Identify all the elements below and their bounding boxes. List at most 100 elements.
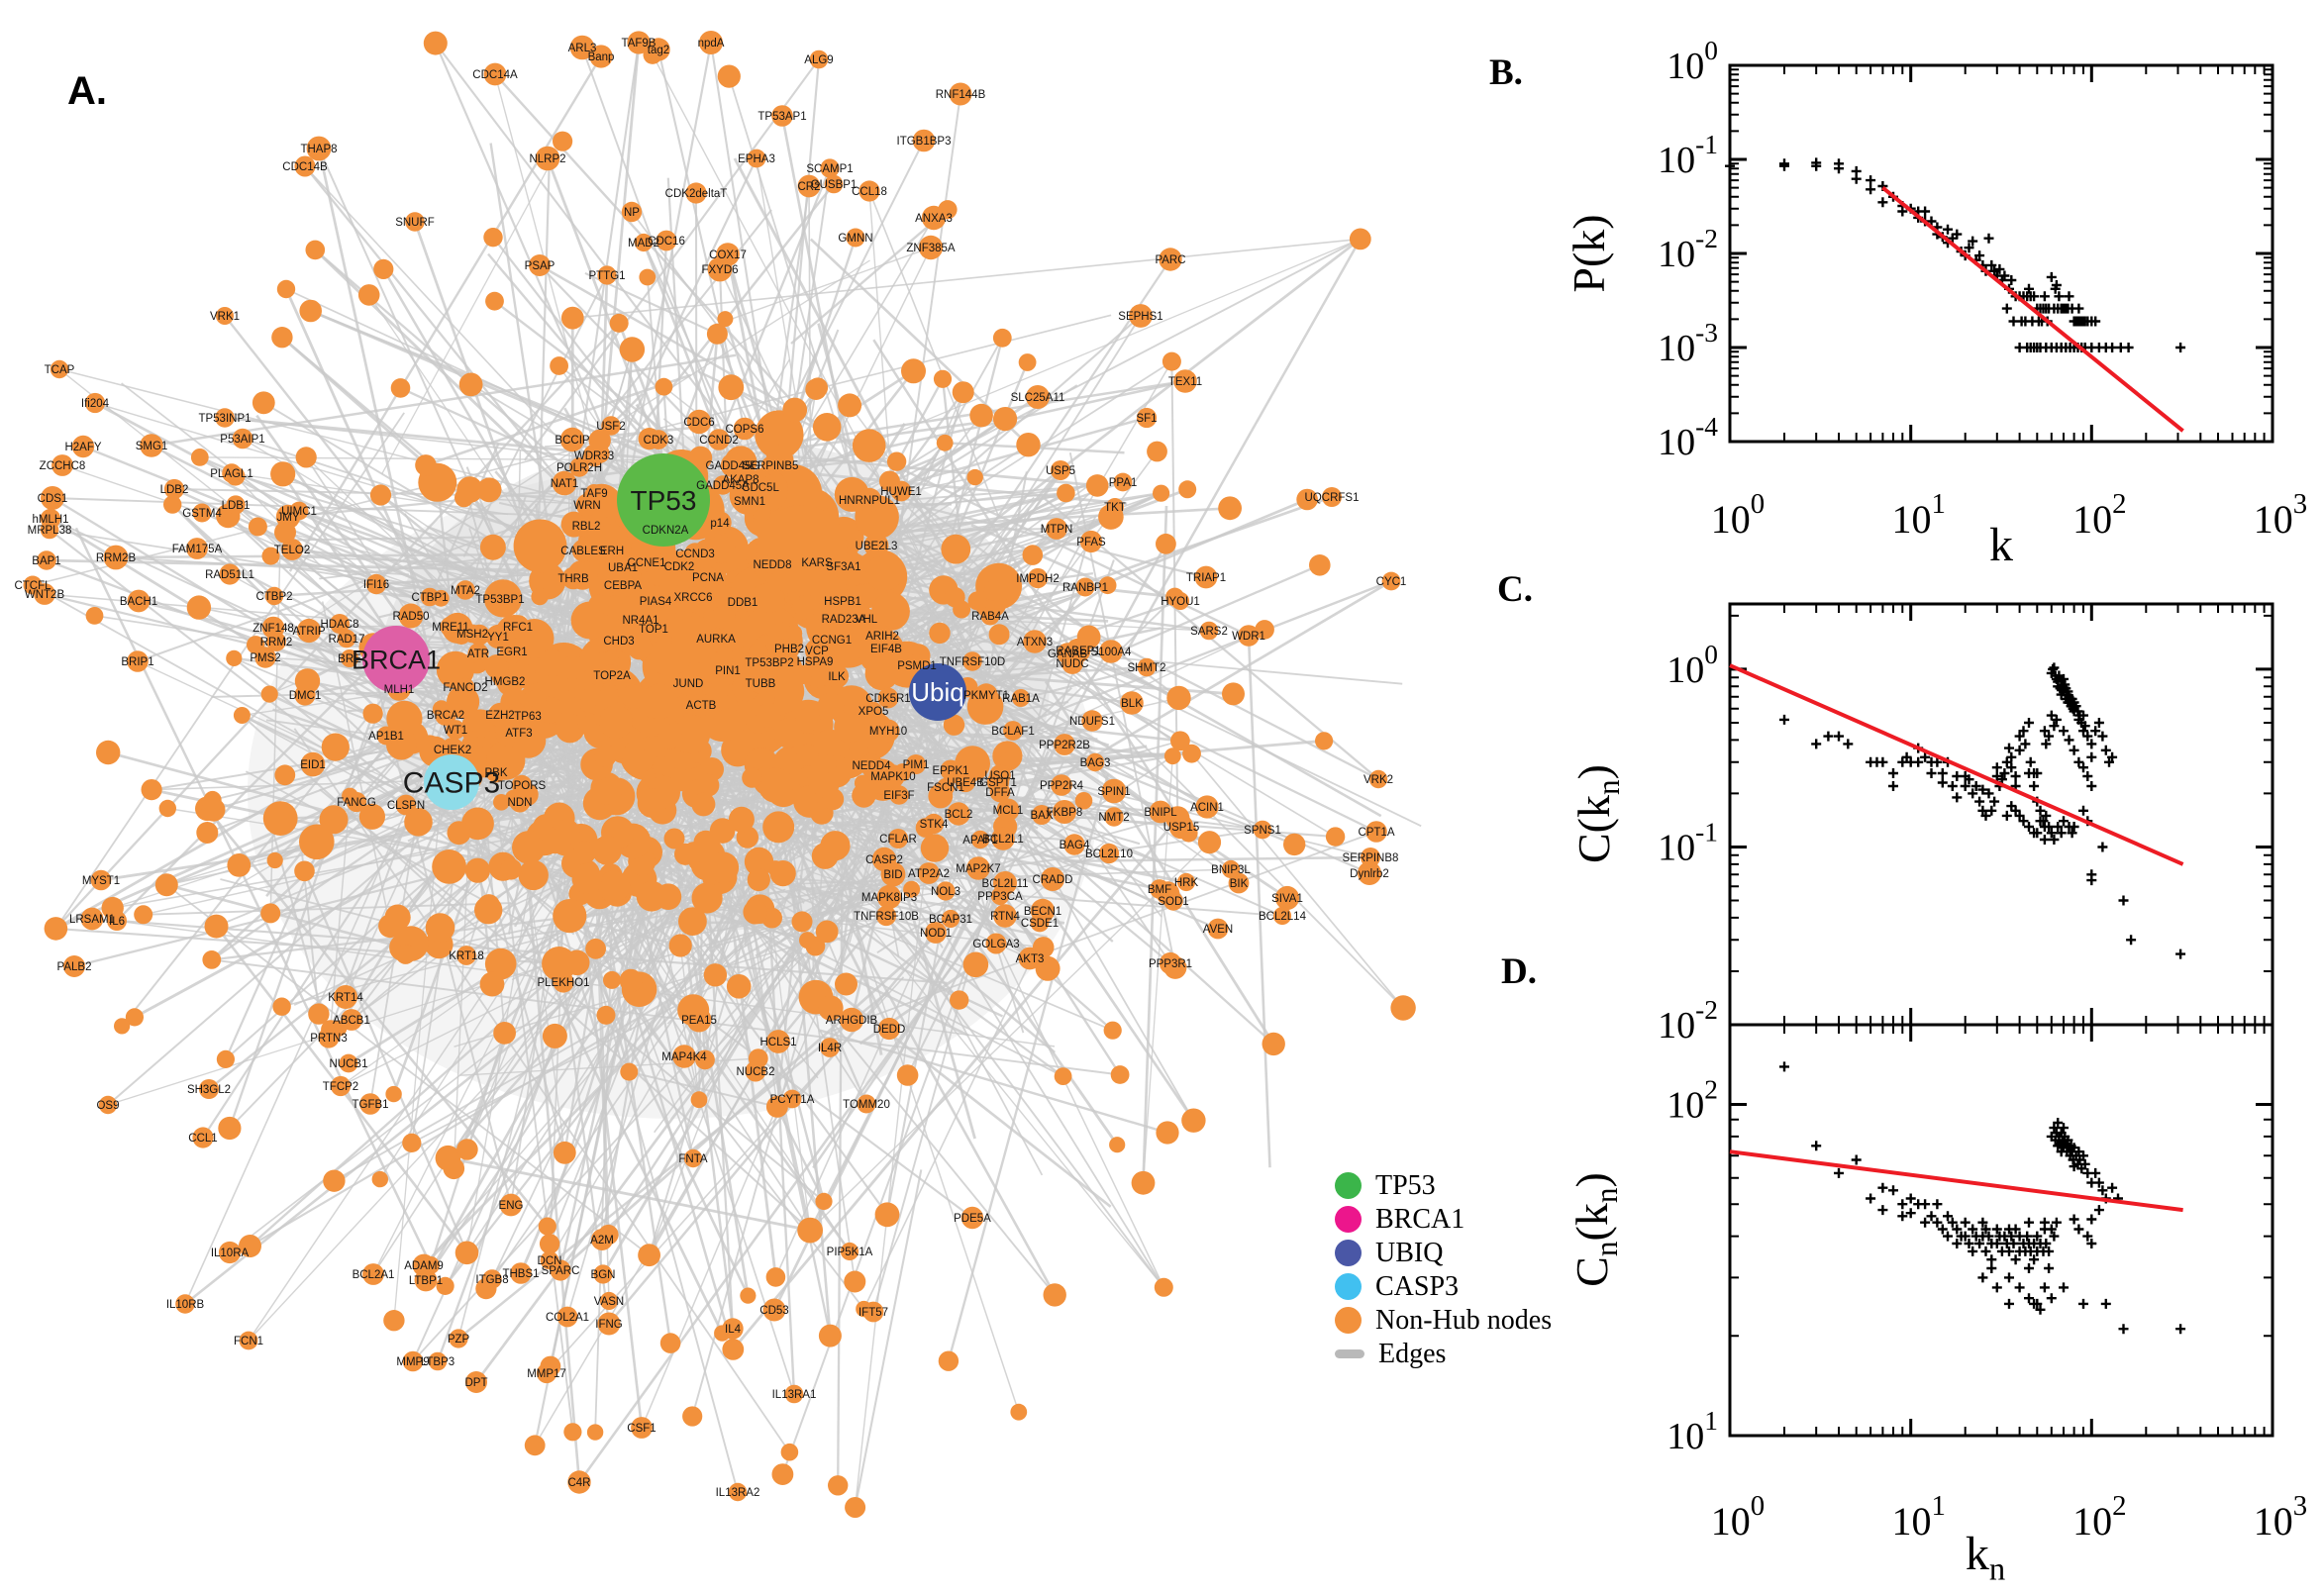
svg-text:FAM175A: FAM175A bbox=[172, 544, 223, 555]
svg-text:SERPINB5: SERPINB5 bbox=[743, 460, 799, 472]
svg-text:TAF9: TAF9 bbox=[580, 488, 607, 500]
svg-text:CDK2: CDK2 bbox=[664, 561, 695, 573]
svg-text:EGR1: EGR1 bbox=[496, 647, 527, 658]
svg-text:Banp: Banp bbox=[588, 51, 615, 63]
svg-text:TCAP: TCAP bbox=[45, 364, 75, 376]
svg-text:AP1B1: AP1B1 bbox=[368, 731, 404, 743]
svg-text:P53AIP1: P53AIP1 bbox=[220, 434, 264, 446]
svg-text:PSAP: PSAP bbox=[525, 260, 556, 272]
svg-text:NEDD8: NEDD8 bbox=[754, 559, 792, 571]
svg-text:PLAGL1: PLAGL1 bbox=[210, 468, 252, 480]
svg-text:FANCG: FANCG bbox=[337, 797, 376, 809]
svg-text:GMNN: GMNN bbox=[838, 233, 872, 245]
svg-text:POLR2H: POLR2H bbox=[556, 462, 602, 474]
data-points bbox=[1779, 1061, 2186, 1335]
legend-label: CASP3 bbox=[1375, 1271, 1460, 1302]
svg-text:CDC14A: CDC14A bbox=[472, 69, 518, 81]
svg-text:CCND2: CCND2 bbox=[699, 435, 739, 447]
legend-casp3-dot-icon bbox=[1335, 1273, 1362, 1300]
svg-text:MSH2: MSH2 bbox=[456, 629, 488, 641]
svg-text:LDB1: LDB1 bbox=[222, 500, 251, 512]
x-tick-label: 102 bbox=[2072, 488, 2126, 542]
y-tick-label: 100 bbox=[1666, 36, 1718, 87]
svg-text:CDK3: CDK3 bbox=[644, 435, 674, 447]
svg-text:GADD45A: GADD45A bbox=[696, 480, 750, 492]
legend-item-edges: Edges bbox=[1335, 1341, 1552, 1368]
major-ticks bbox=[1728, 63, 2274, 444]
x-tick-label: 101 bbox=[1891, 1490, 1945, 1544]
svg-text:CDS1: CDS1 bbox=[38, 493, 68, 505]
svg-text:SH3GL2: SH3GL2 bbox=[187, 1084, 231, 1096]
panel-b-label: B. bbox=[1489, 52, 1523, 93]
svg-text:BRCA2: BRCA2 bbox=[427, 710, 464, 722]
svg-text:CDKN2A: CDKN2A bbox=[643, 525, 689, 537]
svg-text:BRIP1: BRIP1 bbox=[121, 656, 153, 668]
svg-text:hMLH1: hMLH1 bbox=[32, 514, 68, 526]
svg-text:CCL1: CCL1 bbox=[188, 1133, 217, 1145]
legend-brca1-dot-icon bbox=[1335, 1206, 1362, 1233]
svg-text:RFC1: RFC1 bbox=[503, 622, 533, 634]
y-tick-label: 102 bbox=[1666, 1074, 1718, 1126]
svg-text:BAP1: BAP1 bbox=[32, 555, 60, 567]
svg-text:RBL2: RBL2 bbox=[572, 521, 601, 533]
svg-text:BRE: BRE bbox=[338, 653, 361, 665]
svg-text:MAD2: MAD2 bbox=[628, 238, 659, 249]
hub-node-ubiq bbox=[909, 663, 966, 721]
svg-text:UIMC1: UIMC1 bbox=[281, 506, 317, 518]
svg-text:RAD50: RAD50 bbox=[392, 611, 429, 623]
svg-text:SCAMP1: SCAMP1 bbox=[806, 163, 853, 175]
fit-line bbox=[1729, 1149, 2183, 1213]
y-axis-label: P(k) bbox=[1564, 214, 1614, 292]
y-tick-label: 10-1 bbox=[1658, 817, 1718, 868]
minor-ticks bbox=[1730, 65, 2272, 442]
svg-text:CTBP1: CTBP1 bbox=[411, 592, 448, 604]
svg-text:CDC6: CDC6 bbox=[683, 417, 714, 429]
svg-text:ZCCHC8: ZCCHC8 bbox=[40, 460, 86, 472]
plot-clustering-coefficient: 100 10-1 10-2 C(kn) bbox=[1568, 602, 2274, 1047]
svg-text:MRE11: MRE11 bbox=[432, 622, 469, 634]
minor-ticks bbox=[1730, 604, 2272, 1025]
legend-item-tp53: TP53 bbox=[1335, 1172, 1552, 1200]
hub-node-tp53 bbox=[617, 453, 710, 547]
svg-text:KARS: KARS bbox=[801, 557, 833, 569]
svg-text:tag2: tag2 bbox=[648, 45, 669, 56]
svg-text:NP: NP bbox=[624, 207, 640, 219]
plot-neighborhood-connectivity: 102 101 100 101 102 103 kn Cn(kn) bbox=[1566, 1023, 2307, 1588]
data-points bbox=[1779, 662, 2186, 959]
svg-text:EID1: EID1 bbox=[300, 759, 326, 771]
svg-text:ITGB1BP3: ITGB1BP3 bbox=[897, 136, 952, 148]
legend-ubiq-dot-icon bbox=[1335, 1240, 1362, 1266]
legend-label: UBIQ bbox=[1375, 1238, 1444, 1268]
svg-text:CDC5L: CDC5L bbox=[742, 482, 779, 494]
svg-text:CHEK2: CHEK2 bbox=[434, 745, 471, 756]
svg-text:WRN: WRN bbox=[573, 500, 600, 512]
svg-text:ERH: ERH bbox=[600, 546, 624, 557]
svg-text:LRSAM1: LRSAM1 bbox=[69, 914, 115, 926]
svg-text:COX17: COX17 bbox=[709, 249, 747, 261]
hub-label-brca1: BRCA1 bbox=[352, 645, 441, 674]
svg-text:YY1: YY1 bbox=[487, 632, 509, 644]
legend-label: Non-Hub nodes bbox=[1375, 1305, 1553, 1336]
network-legend: TP53 BRCA1 UBIQ CASP3 Non-Hub nodes Edges bbox=[1335, 1172, 1553, 1368]
svg-text:CCL18: CCL18 bbox=[852, 186, 887, 198]
x-tick-label: 102 bbox=[2072, 1490, 2126, 1544]
svg-text:ZNF385A: ZNF385A bbox=[906, 243, 956, 254]
svg-text:EPHA3: EPHA3 bbox=[738, 153, 775, 165]
svg-text:AKAP8: AKAP8 bbox=[722, 474, 758, 486]
svg-text:OS9: OS9 bbox=[96, 1100, 119, 1112]
x-axis-label: k bbox=[1989, 519, 2013, 571]
svg-text:RAD51L1: RAD51L1 bbox=[205, 569, 254, 581]
svg-text:PTTG1: PTTG1 bbox=[588, 270, 625, 282]
svg-text:WDR33: WDR33 bbox=[574, 450, 614, 462]
svg-text:ATF3: ATF3 bbox=[505, 728, 532, 740]
svg-text:Ifi204: Ifi204 bbox=[81, 398, 110, 410]
y-tick-label: 100 bbox=[1666, 640, 1718, 691]
svg-text:XRCC6: XRCC6 bbox=[674, 592, 713, 604]
svg-text:WNT2B: WNT2B bbox=[25, 589, 65, 601]
x-tick-label: 103 bbox=[2254, 1490, 2307, 1544]
network-nonhub-nodes bbox=[23, 31, 1416, 1518]
